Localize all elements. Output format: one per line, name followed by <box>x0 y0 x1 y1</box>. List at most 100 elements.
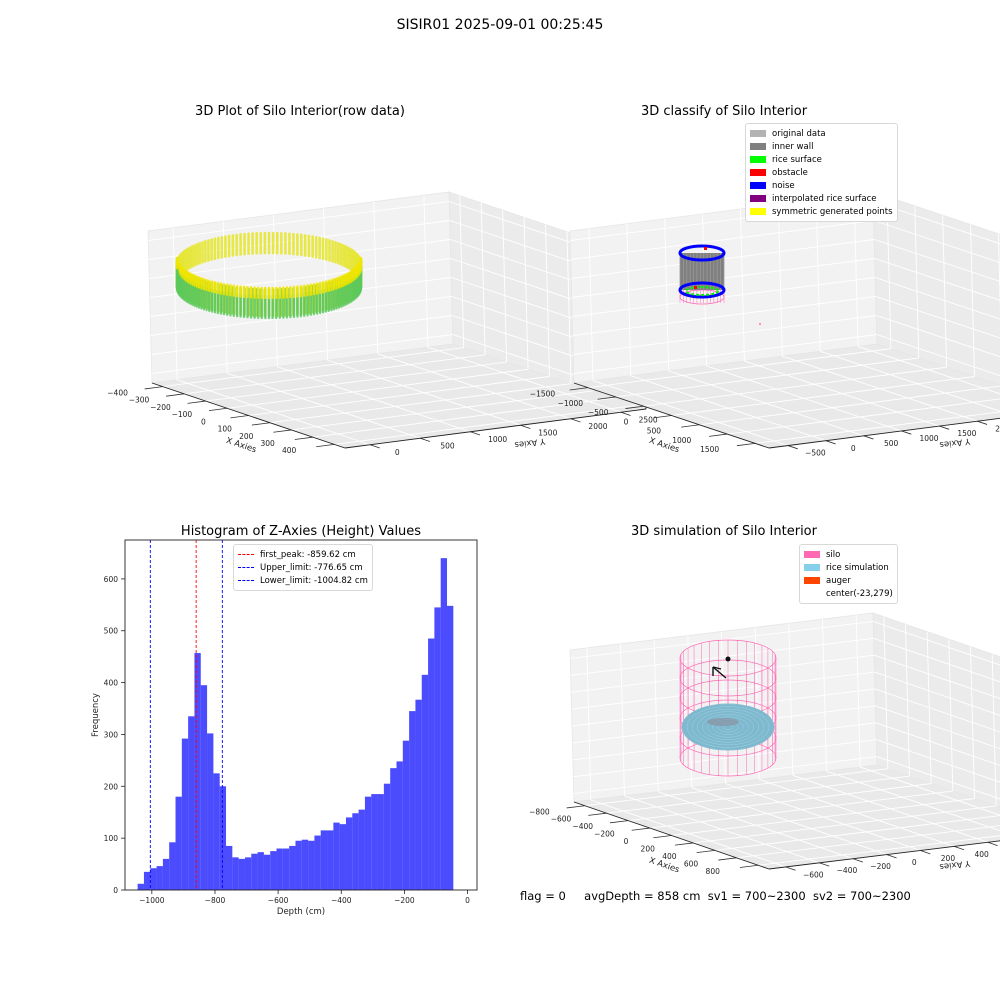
classify-xtick-label: −1000 <box>558 399 584 408</box>
classify-ytick-label: 0 <box>851 444 856 453</box>
classify-grid-x <box>615 357 919 398</box>
histogram-legend-item: Lower_limit: -1004.82 cm <box>238 574 368 587</box>
histogram-plot-area <box>125 540 477 890</box>
histogram-bar <box>181 738 189 890</box>
histogram-xtick-label: −1000 <box>139 896 165 905</box>
simulation-legend: silo rice simulation auger center(-23,279) <box>799 544 898 604</box>
histogram-bar <box>150 868 157 890</box>
classify-grid-z <box>874 239 1000 282</box>
classify-noise-ring <box>678 244 726 262</box>
classify-ytick-label: −500 <box>805 449 826 458</box>
classify-noise-ring <box>678 281 726 299</box>
histogram-xtick-label: −600 <box>268 896 289 905</box>
classify-ytick-mark <box>939 425 950 430</box>
histogram-ytick-label: 300 <box>104 730 119 739</box>
legend-label: rice surface <box>772 154 822 165</box>
sim-grid-x <box>649 790 953 829</box>
simulation-legend-item: silo <box>804 548 893 561</box>
histogram-bar <box>194 653 201 890</box>
histogram-bar <box>188 716 195 890</box>
histogram-bar <box>339 824 346 890</box>
sim-grid-y <box>687 635 693 788</box>
classify-grid-y <box>592 380 789 446</box>
raw-grid-y <box>323 208 329 361</box>
raw-ztick-label: −3500 <box>651 263 677 272</box>
sim-xtick-label: 200 <box>641 844 656 853</box>
raw-grid-x <box>162 347 464 388</box>
raw-xtick-label: 300 <box>261 439 276 448</box>
sim-xtick-mark <box>739 864 759 868</box>
sim-xtick-mark <box>609 820 629 824</box>
raw-ytick-label: 1500 <box>538 428 557 437</box>
raw-grid-y <box>327 359 521 426</box>
histogram-ytick-label: 100 <box>104 834 119 843</box>
classify-ytick-mark <box>863 435 874 440</box>
sim-xtick-label: −800 <box>529 807 550 816</box>
raw-xtick-mark <box>273 429 292 433</box>
raw-grid-z <box>449 201 643 267</box>
sim-x-axis-label: X Axies <box>648 856 681 876</box>
classify-pane-floor <box>573 343 1000 449</box>
sim-grid-x <box>606 775 910 814</box>
histogram-bar <box>263 854 271 890</box>
classify-y-axis-line <box>768 417 1000 449</box>
raw-grid-x <box>523 217 529 370</box>
sim-grid-y <box>855 615 861 768</box>
legend-label: inner wall <box>772 141 814 152</box>
raw-ytick-label: 500 <box>440 441 455 450</box>
sim-grid-z <box>570 637 874 676</box>
raw-ztick-label: −2500 <box>652 301 678 310</box>
histogram-x-axis-label: Depth (cm) <box>277 907 325 917</box>
histogram-bar <box>364 796 372 890</box>
legend-swatch <box>750 143 766 150</box>
sim-grid-y <box>792 774 988 843</box>
raw-xtick-label: 100 <box>218 425 233 434</box>
legend-label: center(-23,279) <box>826 588 893 599</box>
sim-center-point <box>725 656 731 662</box>
raw-grid-x <box>587 238 593 391</box>
raw-ytick-mark <box>369 444 380 449</box>
legend-label: first_peak: -859.62 cm <box>260 549 356 560</box>
sim-xtick-label: 0 <box>624 837 629 846</box>
sim-grid-x <box>584 768 888 807</box>
raw-grid-z <box>149 258 451 298</box>
classify-grid-x <box>699 385 1000 426</box>
raw-grid-x <box>205 361 507 402</box>
sim-silo-ring <box>679 659 777 697</box>
simulation-legend-item: center(-23,279) <box>804 587 893 600</box>
legend-label: noise <box>772 180 795 191</box>
histogram-bar <box>289 845 296 890</box>
sim-ytick-mark <box>987 841 998 847</box>
classify-grid-x <box>970 224 975 377</box>
histogram-bar <box>434 607 441 890</box>
classify-x-axis-label: X Axies <box>648 436 681 456</box>
histogram-bar <box>257 852 264 890</box>
classify-grid-x <box>643 366 947 407</box>
classify-grid-z <box>875 296 1000 339</box>
histogram-title: Histogram of Z-Axies (Height) Values <box>180 524 422 539</box>
histogram-bar <box>295 840 302 890</box>
raw-ytick-label: 1000 <box>488 435 507 444</box>
raw-grid-y <box>427 346 622 413</box>
classify-xtick-label: 1500 <box>700 445 719 454</box>
sim-rice-mesh <box>702 713 754 741</box>
legend-label: Upper_limit: -776.65 cm <box>260 562 363 573</box>
histogram-legend-item: Upper_limit: -776.65 cm <box>238 561 368 574</box>
classify-noise-point <box>759 323 761 325</box>
sim-rice-mesh <box>681 703 775 751</box>
sim-grid-z <box>571 654 875 693</box>
sim-xtick-label: −400 <box>572 822 593 831</box>
histogram-bar <box>200 685 208 890</box>
raw-z-axis-line <box>641 256 647 410</box>
raw-grid-y <box>222 221 228 374</box>
raw-grid-x <box>630 253 636 406</box>
histogram-ytick-label: 200 <box>104 782 119 791</box>
raw-xtick-label: 0 <box>201 417 206 426</box>
sim-grid-z <box>571 688 876 727</box>
raw-pane-floor <box>151 343 647 449</box>
classify-obstacle <box>704 247 707 250</box>
raw-ytick-mark <box>520 424 531 429</box>
sim-auger <box>712 666 722 670</box>
classify-obstacle <box>694 286 697 289</box>
